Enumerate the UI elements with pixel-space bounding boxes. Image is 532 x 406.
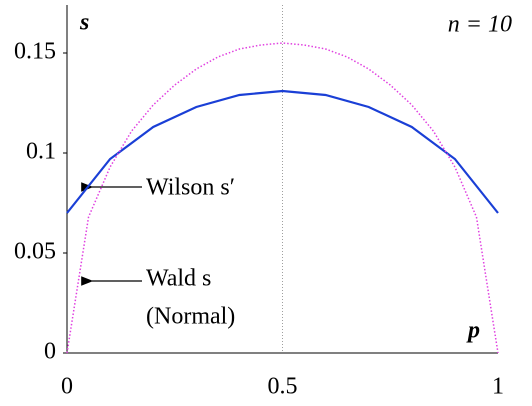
y-tick-label: 0.05: [14, 239, 56, 265]
legend-label: Wald s: [146, 266, 211, 292]
x-tick-label: 0.5: [268, 374, 298, 400]
y-axis-label: s: [79, 10, 89, 36]
x-tick-label: 1: [492, 374, 504, 400]
y-tick-label: 0: [44, 339, 56, 365]
legend-label: Wilson s′: [146, 175, 235, 201]
series-line: [66, 42, 499, 354]
annotation: n = 10: [448, 12, 512, 38]
x-tick-label: 0: [61, 374, 73, 400]
legend-note: (Normal): [146, 304, 235, 330]
x-axis-label: p: [466, 318, 480, 344]
y-tick-label: 0.15: [14, 39, 56, 65]
y-tick-label: 0.1: [26, 139, 56, 165]
series-line: [66, 89, 499, 214]
